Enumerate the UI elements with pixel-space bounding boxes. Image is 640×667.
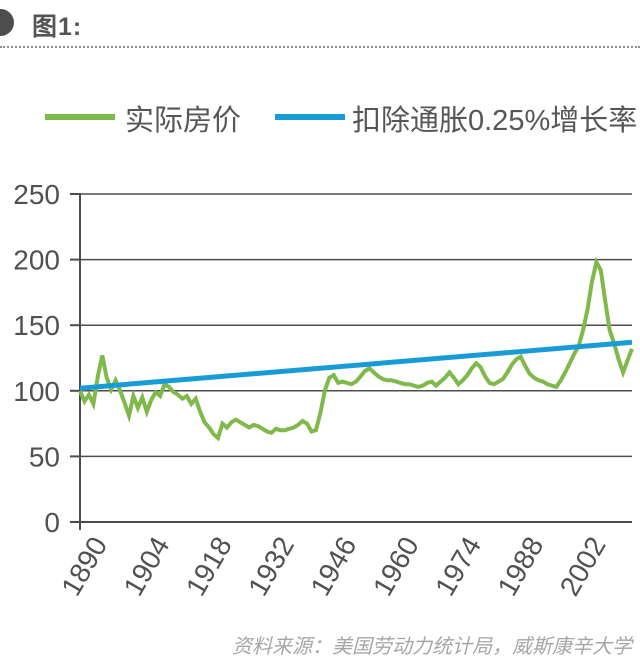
inflation-trend-line (79, 339, 633, 391)
y-tick-label: 250 (13, 179, 60, 210)
x-tick-label: 1918 (180, 532, 238, 601)
x-tick-label: 1890 (55, 532, 113, 601)
y-tick-label: 200 (13, 245, 60, 276)
half-circle-bullet-icon (0, 9, 14, 36)
y-tick-label: 150 (13, 310, 60, 341)
y-tick-label: 100 (13, 376, 60, 407)
legend-label-real-price: 实际房价 (125, 105, 242, 137)
dotted-divider (0, 46, 640, 48)
x-tick-label: 1960 (367, 532, 425, 601)
real-home-price-line (78, 256, 634, 442)
x-tick-label: 1946 (304, 532, 362, 601)
x-tick-label: 1932 (242, 532, 300, 601)
y-tick-label: 50 (29, 441, 60, 472)
x-tick-label: 2002 (554, 532, 612, 601)
source-note: 资料来源：美国劳动力统计局，威斯康辛大学 (232, 636, 632, 658)
legend-swatch-trend (275, 114, 345, 120)
figure-title: 图1: (32, 13, 83, 41)
x-tick-label: 1974 (429, 532, 487, 601)
legend-label-trend: 扣除通胀0.25%增长率 (352, 105, 638, 137)
legend-swatch-real-price (45, 114, 115, 120)
x-tick-label: 1904 (118, 532, 176, 601)
y-tick-label: 0 (44, 507, 60, 538)
x-tick-label: 1988 (491, 532, 549, 601)
